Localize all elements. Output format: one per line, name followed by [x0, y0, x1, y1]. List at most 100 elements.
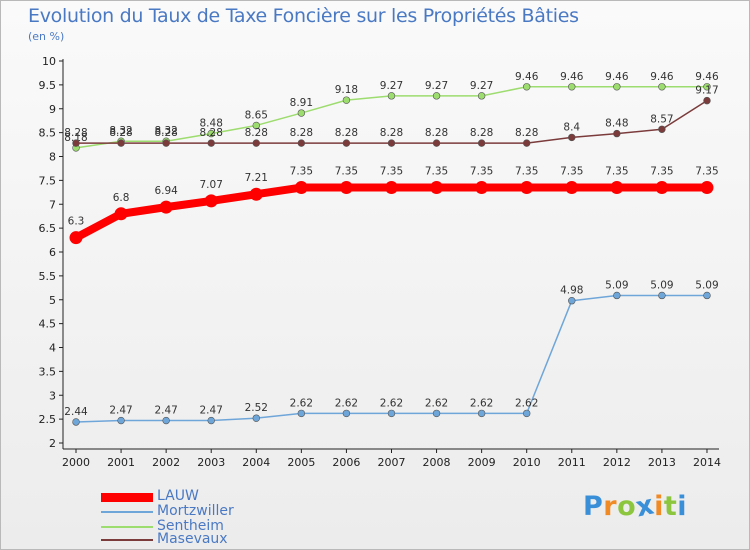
data-point	[522, 83, 531, 91]
data-point	[658, 291, 666, 300]
data-point	[207, 129, 215, 138]
data-label: 6.8	[113, 192, 130, 204]
data-label: 8.28	[290, 127, 313, 139]
data-point	[610, 181, 624, 195]
y-tick-label: 7.5	[39, 174, 57, 187]
x-tick-label: 2005	[287, 456, 315, 469]
x-tick-label: 2011	[558, 456, 586, 469]
x-tick-label: 2004	[242, 456, 270, 469]
y-tick-label: 6.5	[39, 222, 57, 235]
data-point	[162, 139, 170, 147]
data-label: 2.44	[64, 406, 88, 418]
data-label: 8.28	[380, 127, 403, 139]
data-label: 9.46	[695, 71, 719, 83]
data-point	[520, 181, 534, 195]
data-point	[658, 125, 666, 133]
legend-swatch-masevaux	[101, 539, 153, 541]
data-label: 7.21	[245, 172, 268, 184]
data-point	[387, 409, 396, 418]
data-point	[249, 187, 263, 201]
data-label: 9.46	[515, 71, 539, 83]
logo-letter: t	[663, 491, 678, 522]
y-tick-label: 8	[49, 151, 56, 164]
data-point	[162, 416, 170, 425]
data-point	[477, 139, 486, 147]
data-label: 2.52	[245, 402, 268, 414]
data-point	[342, 96, 351, 104]
data-point	[568, 297, 576, 305]
data-label: 7.35	[335, 166, 358, 178]
legend-label: LAUW	[157, 488, 199, 504]
data-label: 8.48	[200, 118, 223, 130]
data-point	[72, 418, 80, 426]
data-point	[432, 139, 441, 147]
x-tick-label: 2006	[332, 456, 360, 469]
data-label: 7.35	[605, 166, 628, 178]
legend-swatch-lauw	[101, 493, 153, 502]
legend-label: Mortzwiller	[157, 503, 234, 519]
data-label: 5.09	[650, 279, 673, 291]
data-label: 6.3	[68, 216, 85, 228]
data-label: 2.62	[335, 397, 358, 409]
data-point	[117, 416, 125, 425]
data-point	[475, 181, 489, 195]
data-label: 8.48	[605, 118, 628, 130]
data-point	[522, 139, 531, 147]
data-label: 9.27	[425, 80, 448, 92]
data-label: 7.35	[425, 166, 448, 178]
series-sentheim: 8.18 8.32 8.32 8.48 8.65 8.91 9.18 9.27 9.27 9.27…	[64, 71, 719, 152]
data-label: 2.62	[290, 397, 313, 409]
y-tick-label: 7	[49, 198, 56, 211]
x-tick-label: 2007	[377, 456, 405, 469]
data-point	[252, 414, 260, 422]
data-label: 8.28	[200, 127, 223, 139]
data-label: 9.27	[470, 80, 493, 92]
data-point	[703, 291, 711, 300]
data-point	[342, 409, 351, 418]
x-tick-label: 2013	[648, 456, 676, 469]
data-point	[658, 83, 666, 91]
data-label: 8.32	[109, 125, 132, 137]
data-point	[339, 181, 353, 195]
proxiti-logo: Proxiti	[583, 489, 688, 523]
data-label: 8.4	[563, 121, 580, 133]
data-point	[207, 139, 215, 147]
data-point	[387, 139, 396, 147]
logo-letter: P	[583, 491, 604, 522]
legend-label: Sentheim	[157, 518, 224, 534]
data-label: 8.28	[245, 127, 268, 139]
data-label: 8.57	[650, 113, 673, 125]
data-point	[703, 83, 711, 91]
data-point	[430, 181, 444, 195]
data-point	[342, 139, 351, 147]
data-point	[207, 416, 215, 425]
data-label: 7.35	[695, 166, 718, 178]
data-point	[703, 96, 711, 105]
logo-letter: r	[603, 491, 618, 522]
legend-label: Masevaux	[157, 531, 228, 547]
data-label: 8.28	[425, 127, 448, 139]
series-mortzwiller: 2.44 2.47 2.47 2.47 2.52 2.62 2.62 2.62 2.62 2.62…	[64, 279, 719, 426]
x-tick-label: 2001	[107, 456, 135, 469]
data-point	[117, 139, 125, 147]
y-tick-label: 4.5	[39, 318, 57, 331]
data-label: 9.46	[560, 71, 584, 83]
data-label: 7.35	[515, 166, 538, 178]
x-tick-label: 2003	[197, 456, 225, 469]
data-label: 8.18	[64, 132, 87, 144]
data-label: 7.07	[200, 179, 223, 191]
data-point	[613, 291, 621, 300]
data-label: 8.28	[515, 127, 538, 139]
logo-letter: i	[677, 491, 688, 522]
data-label: 2.47	[154, 405, 177, 417]
data-point	[565, 181, 579, 195]
y-tick-label: 10	[42, 55, 56, 68]
data-label: 9.17	[695, 85, 718, 97]
data-label: 2.62	[380, 397, 403, 409]
data-label: 8.65	[245, 109, 268, 121]
data-label: 9.46	[605, 71, 629, 83]
data-label: 7.35	[650, 166, 673, 178]
series-lauw: 6.3 6.8 6.94 7.07 7.21 7.35 7.35 7.35 7.35 7.35 7.…	[68, 166, 719, 245]
data-point	[477, 92, 486, 100]
